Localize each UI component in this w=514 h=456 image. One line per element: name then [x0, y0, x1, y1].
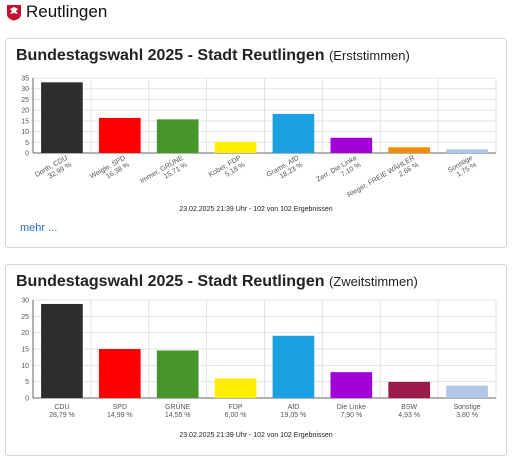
x-category-label: Die Linke: [337, 404, 366, 411]
app-title[interactable]: Reutlingen: [26, 2, 108, 21]
bar-value-label: 28,79 %: [49, 412, 75, 419]
chart-title: Bundestagswahl 2025 - Stadt Reutlingen (…: [16, 47, 410, 65]
bar[interactable]: [41, 303, 83, 398]
bar-value-label: 7,90 %: [340, 412, 362, 419]
y-tick-label: 30: [21, 86, 29, 93]
y-tick-label: 35: [21, 76, 29, 83]
x-category-label: BSW: [401, 404, 417, 411]
bar[interactable]: [388, 147, 431, 153]
y-tick-label: 5: [25, 140, 29, 147]
reutlingen-eagle-icon[interactable]: [6, 4, 22, 21]
chart-title: Bundestagswahl 2025 - Stadt Reutlingen (…: [16, 273, 418, 291]
chart-footnote: 23.02.2025 21:39 Uhr - 102 von 102 Ergeb…: [179, 432, 332, 439]
bar[interactable]: [446, 385, 488, 398]
chart-card-zweitstimmen: Bundestagswahl 2025 - Stadt Reutlingen (…: [5, 264, 507, 456]
y-tick-label: 5: [25, 379, 29, 386]
bar-value-label: 3,80 %: [456, 412, 478, 419]
bar-value-label: 14,55 %: [165, 412, 191, 419]
bar-value-label: 19,05 %: [281, 412, 307, 419]
chart-footnote: 23.02.2025 21:39 Uhr - 102 von 102 Ergeb…: [179, 206, 332, 213]
app-header: Reutlingen: [0, 0, 514, 28]
y-tick-label: 0: [25, 396, 29, 403]
bar-value-label: 6,00 %: [225, 412, 247, 419]
x-category-label: Sonstige: [453, 404, 480, 411]
x-category-label: CDU: [54, 404, 69, 411]
chart-subtitle: (Zweitstimmen): [328, 274, 418, 289]
more-link[interactable]: mehr ...: [20, 222, 58, 234]
y-tick-label: 10: [21, 129, 29, 136]
bar[interactable]: [156, 350, 199, 398]
bar[interactable]: [330, 372, 373, 398]
bar[interactable]: [446, 149, 488, 153]
bar[interactable]: [98, 349, 141, 398]
bar[interactable]: [156, 119, 199, 153]
x-category-label: SPD: [113, 404, 127, 411]
bar-value-label: 4,93 %: [398, 412, 420, 419]
bar[interactable]: [41, 82, 83, 153]
chart-card-erststimmen: Bundestagswahl 2025 - Stadt Reutlingen (…: [5, 38, 507, 248]
x-category-label: AfD: [288, 404, 300, 411]
x-category-label: GRÜNE: [165, 403, 191, 411]
x-category-label: FDP: [229, 404, 243, 411]
y-tick-label: 10: [21, 363, 29, 370]
y-tick-label: 30: [21, 298, 29, 305]
chart-title-main: Bundestagswahl 2025 - Stadt Reutlingen: [16, 47, 325, 64]
bar[interactable]: [214, 141, 257, 153]
bar[interactable]: [330, 137, 373, 153]
y-tick-label: 20: [21, 330, 29, 337]
chart-subtitle: (Erststimmen): [328, 48, 410, 63]
y-tick-label: 15: [21, 118, 29, 125]
y-tick-label: 0: [25, 151, 29, 158]
bar-value-label: 14,99 %: [107, 412, 133, 419]
y-tick-label: 25: [21, 314, 29, 321]
y-tick-label: 15: [21, 347, 29, 354]
bar[interactable]: [214, 378, 257, 398]
chart-title-main: Bundestagswahl 2025 - Stadt Reutlingen: [16, 273, 325, 290]
bar[interactable]: [388, 381, 431, 398]
bar[interactable]: [272, 335, 315, 398]
bar[interactable]: [272, 113, 315, 153]
y-tick-label: 25: [21, 97, 29, 104]
bar[interactable]: [98, 117, 141, 153]
y-tick-label: 20: [21, 108, 29, 115]
